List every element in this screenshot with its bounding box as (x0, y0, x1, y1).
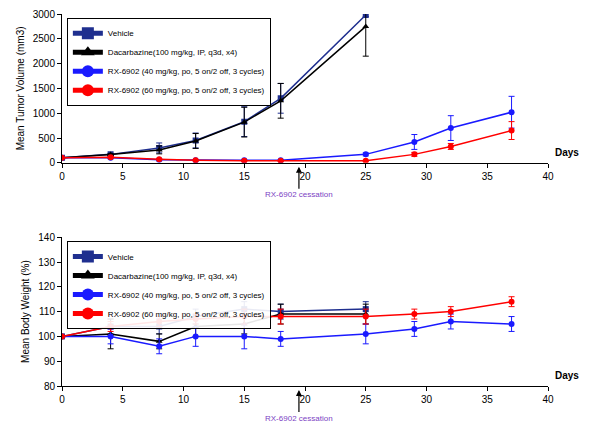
svg-text:RX-6902 cessation: RX-6902 cessation (265, 414, 333, 423)
svg-text:35: 35 (482, 171, 494, 182)
svg-text:10: 10 (178, 394, 190, 405)
svg-text:Dacarbazine(100 mg/kg, IP, q3d: Dacarbazine(100 mg/kg, IP, q3d, x4) (108, 272, 238, 281)
svg-text:35: 35 (482, 394, 494, 405)
svg-text:RX-6902 (40 mg/kg, po, 5 on/2: RX-6902 (40 mg/kg, po, 5 on/2 off, 3 cyc… (108, 67, 265, 76)
svg-text:1000: 1000 (33, 108, 56, 119)
svg-text:40: 40 (542, 394, 554, 405)
svg-text:0: 0 (59, 394, 65, 405)
svg-text:2000: 2000 (33, 58, 56, 69)
svg-text:Mean Tumor Volume (mm3): Mean Tumor Volume (mm3) (15, 26, 26, 150)
svg-text:500: 500 (38, 133, 55, 144)
svg-text:130: 130 (38, 257, 55, 268)
svg-text:25: 25 (360, 171, 372, 182)
svg-text:90: 90 (44, 356, 56, 367)
svg-text:15: 15 (239, 394, 251, 405)
svg-text:110: 110 (39, 306, 55, 317)
svg-text:1500: 1500 (33, 83, 56, 94)
svg-text:140: 140 (38, 232, 55, 243)
svg-text:20: 20 (299, 171, 311, 182)
svg-text:Mean Body Weight (%): Mean Body Weight (%) (20, 260, 31, 363)
svg-text:100: 100 (38, 331, 55, 342)
svg-text:5: 5 (120, 394, 126, 405)
svg-text:5: 5 (120, 171, 126, 182)
svg-text:3000: 3000 (33, 9, 56, 20)
svg-text:40: 40 (542, 171, 554, 182)
svg-text:RX-6902 (60 mg/kg, po, 5 on/2: RX-6902 (60 mg/kg, po, 5 on/2 off, 3 cyc… (108, 310, 265, 319)
svg-text:25: 25 (360, 394, 372, 405)
svg-text:Vehicle: Vehicle (108, 253, 134, 262)
svg-text:0: 0 (59, 171, 65, 182)
svg-text:Days: Days (555, 147, 579, 158)
svg-text:15: 15 (239, 171, 251, 182)
svg-text:30: 30 (421, 394, 433, 405)
svg-text:RX-6902 (60 mg/kg, po, 5 on/2: RX-6902 (60 mg/kg, po, 5 on/2 off, 3 cyc… (108, 86, 265, 95)
svg-text:30: 30 (421, 171, 433, 182)
svg-text:RX-6902 (40 mg/kg, po, 5 on/2: RX-6902 (40 mg/kg, po, 5 on/2 off, 3 cyc… (108, 291, 265, 300)
svg-text:0: 0 (49, 157, 55, 168)
svg-text:RX-6902 cessation: RX-6902 cessation (265, 190, 333, 199)
svg-text:Vehicle: Vehicle (108, 29, 134, 38)
svg-text:Dacarbazine(100 mg/kg, IP, q3d: Dacarbazine(100 mg/kg, IP, q3d, x4) (108, 48, 238, 57)
svg-text:2500: 2500 (33, 33, 56, 44)
svg-text:120: 120 (38, 281, 55, 292)
svg-text:10: 10 (178, 171, 190, 182)
svg-text:80: 80 (44, 381, 56, 392)
svg-text:Days: Days (555, 370, 579, 381)
svg-text:20: 20 (299, 394, 311, 405)
